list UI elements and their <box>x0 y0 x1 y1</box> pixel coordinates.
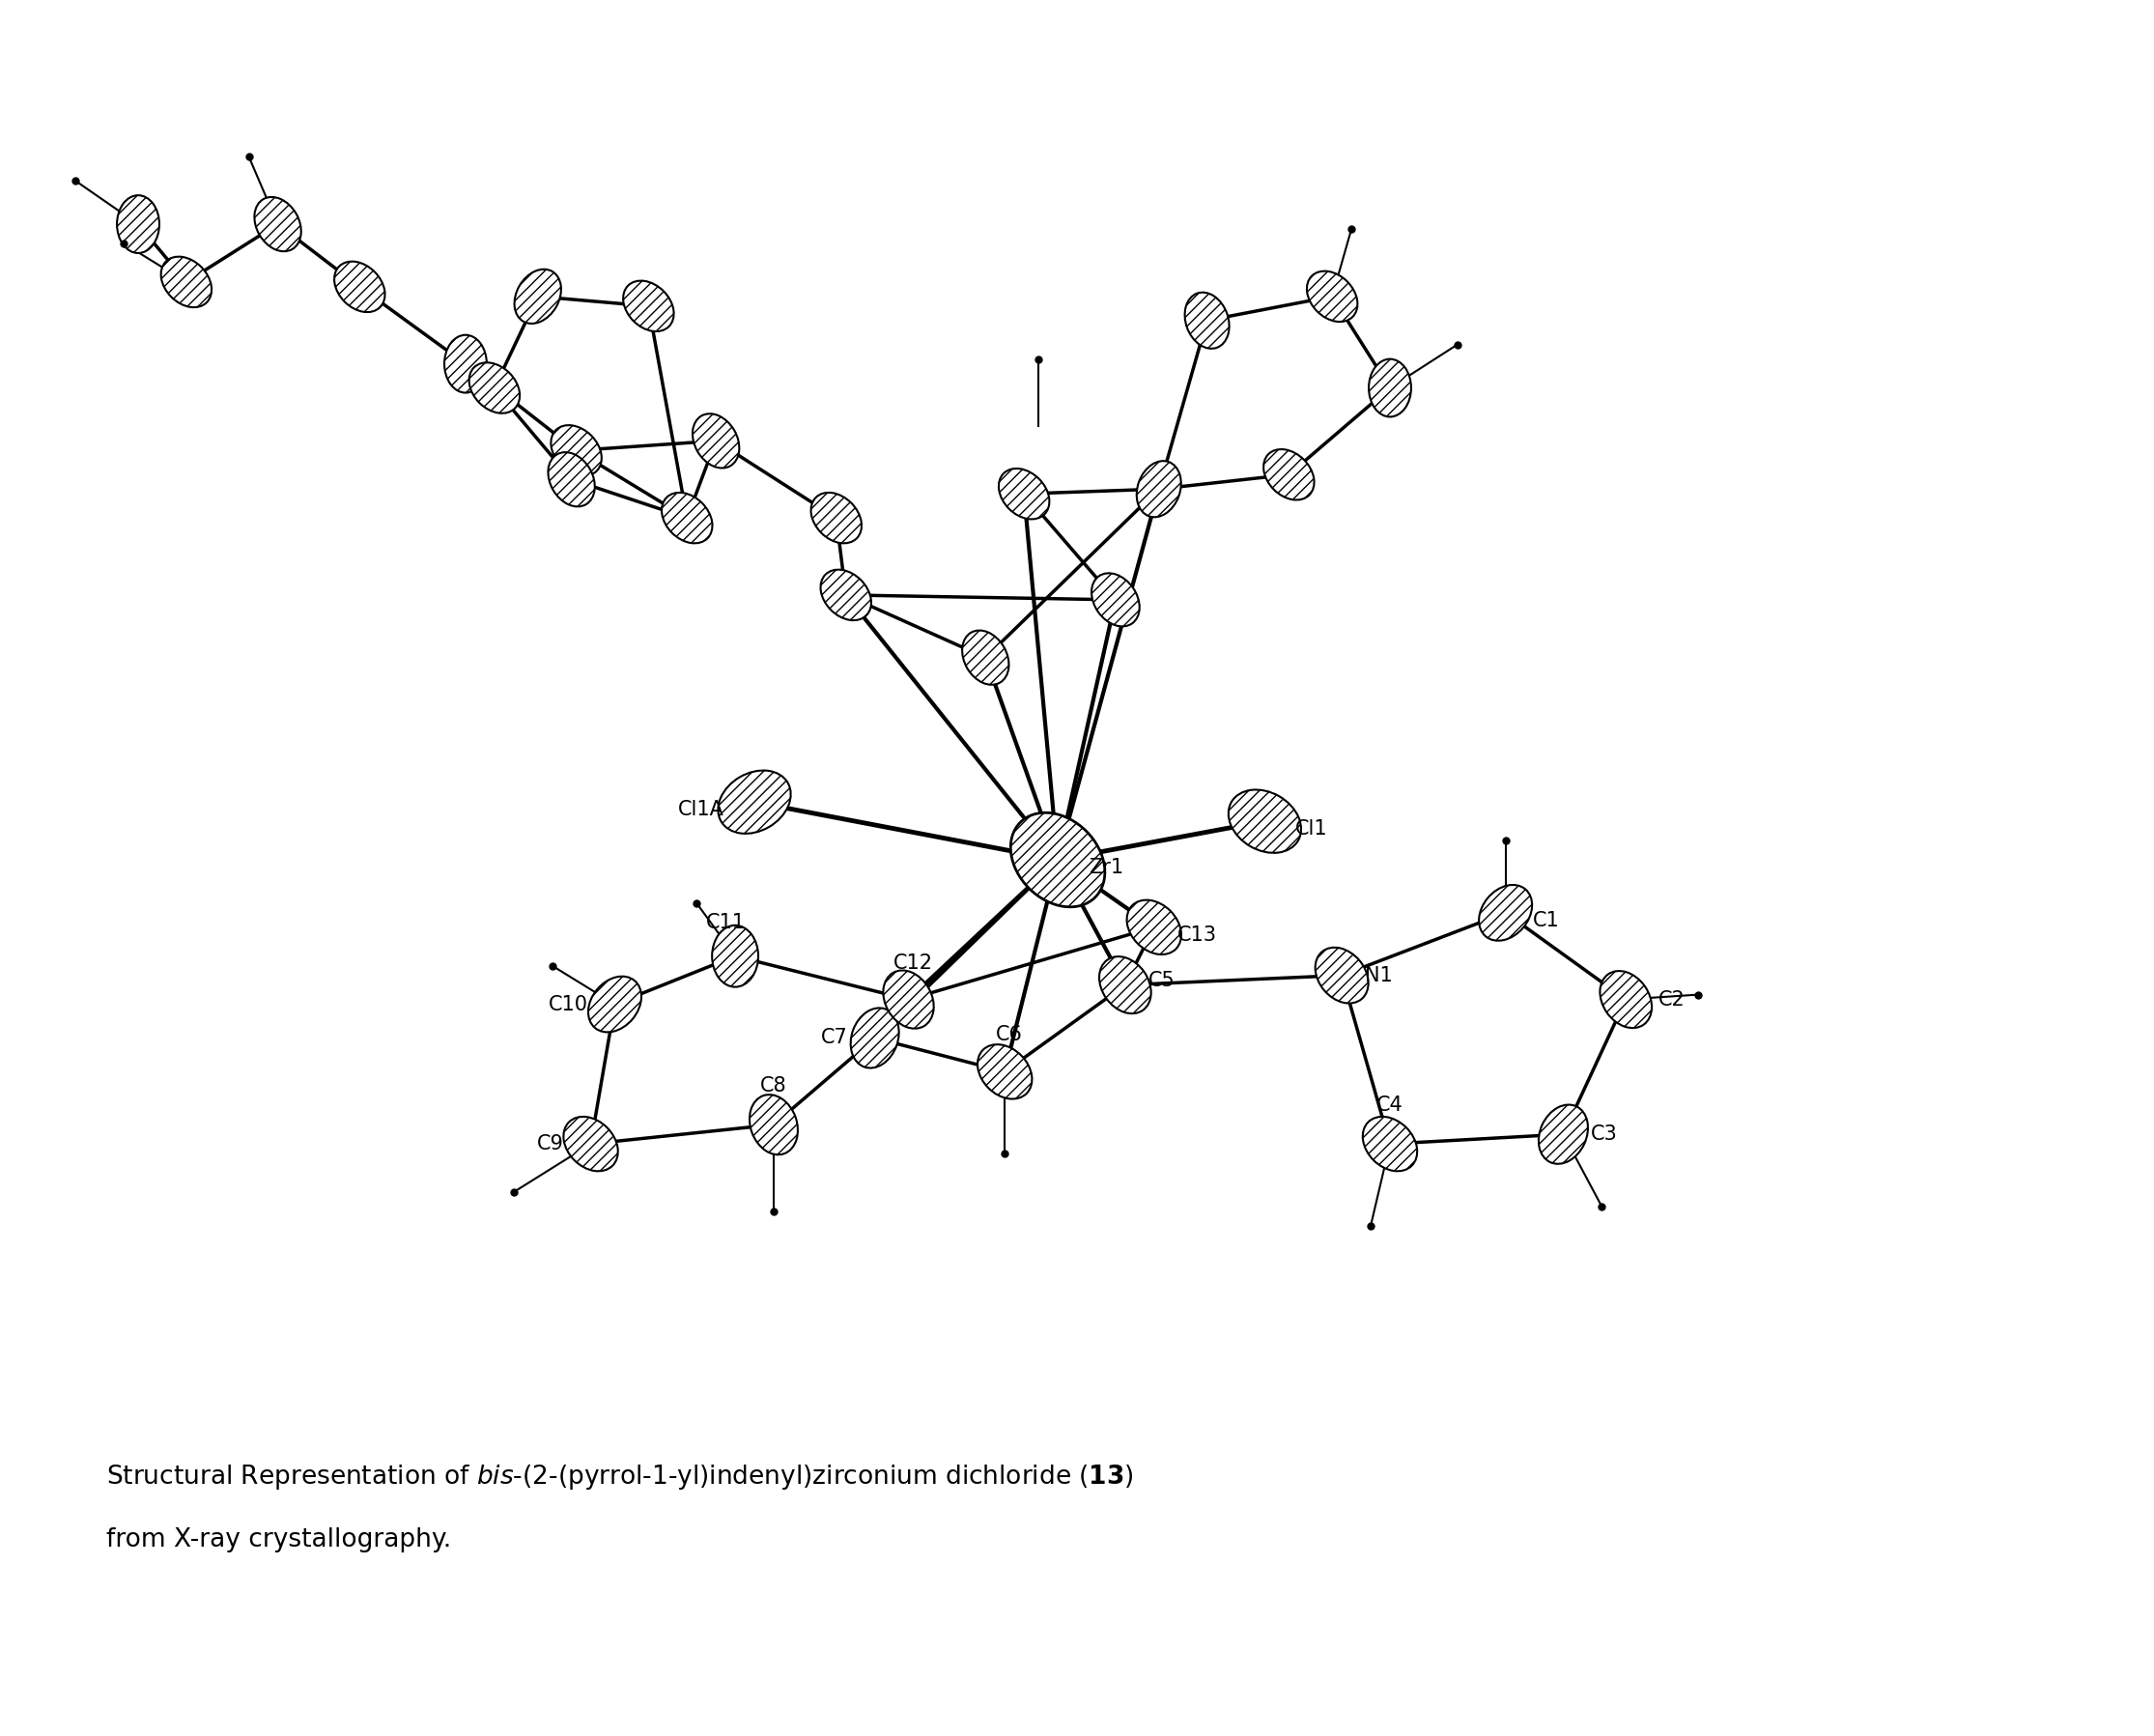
Text: N1: N1 <box>1363 965 1391 984</box>
Ellipse shape <box>588 976 642 1033</box>
Text: Cl1: Cl1 <box>1295 819 1327 838</box>
Ellipse shape <box>1127 899 1180 955</box>
Text: C4: C4 <box>1376 1095 1404 1115</box>
Ellipse shape <box>444 335 487 392</box>
Text: Structural Representation of $\it{bis}$-(2-(pyrrol-1-yl)indenyl)zirconium dichlo: Structural Representation of $\it{bis}$-… <box>106 1463 1133 1491</box>
Ellipse shape <box>1010 812 1105 906</box>
Ellipse shape <box>564 1116 618 1172</box>
Ellipse shape <box>963 630 1008 684</box>
Ellipse shape <box>162 257 211 307</box>
Ellipse shape <box>1538 1104 1587 1163</box>
Text: C11: C11 <box>707 913 745 932</box>
Ellipse shape <box>116 194 159 253</box>
Ellipse shape <box>717 771 791 833</box>
Ellipse shape <box>1264 450 1314 500</box>
Ellipse shape <box>515 269 560 323</box>
Text: Zr1: Zr1 <box>1088 858 1124 877</box>
Ellipse shape <box>1480 885 1531 941</box>
Ellipse shape <box>623 281 674 332</box>
Ellipse shape <box>661 493 713 543</box>
Text: C9: C9 <box>536 1134 564 1154</box>
Text: from X-ray crystallography.: from X-ray crystallography. <box>106 1528 452 1552</box>
Text: C5: C5 <box>1148 970 1176 990</box>
Ellipse shape <box>1363 1116 1417 1172</box>
Ellipse shape <box>978 1045 1032 1099</box>
Ellipse shape <box>1368 359 1411 417</box>
Ellipse shape <box>254 196 302 252</box>
Ellipse shape <box>547 453 595 507</box>
Ellipse shape <box>713 925 758 988</box>
Ellipse shape <box>1228 790 1301 852</box>
Ellipse shape <box>883 970 933 1028</box>
Ellipse shape <box>470 363 519 413</box>
Text: C6: C6 <box>995 1026 1023 1045</box>
Text: C10: C10 <box>549 995 588 1014</box>
Text: C7: C7 <box>821 1028 849 1047</box>
Ellipse shape <box>694 413 739 469</box>
Ellipse shape <box>810 493 862 543</box>
Ellipse shape <box>334 262 386 312</box>
Ellipse shape <box>1185 292 1230 349</box>
Ellipse shape <box>1600 970 1652 1028</box>
Text: C12: C12 <box>894 953 933 972</box>
Ellipse shape <box>551 425 601 476</box>
Ellipse shape <box>1316 948 1368 1003</box>
Text: C3: C3 <box>1590 1125 1618 1144</box>
Text: C2: C2 <box>1659 990 1684 1009</box>
Ellipse shape <box>750 1095 797 1154</box>
Ellipse shape <box>851 1009 898 1068</box>
Ellipse shape <box>1307 271 1357 321</box>
Ellipse shape <box>1092 573 1139 627</box>
Ellipse shape <box>1137 462 1180 517</box>
Text: C1: C1 <box>1531 911 1559 930</box>
Text: C8: C8 <box>760 1076 786 1095</box>
Text: Cl1A: Cl1A <box>679 800 724 819</box>
Ellipse shape <box>999 469 1049 519</box>
Text: C13: C13 <box>1178 925 1217 944</box>
Ellipse shape <box>1099 957 1150 1014</box>
Ellipse shape <box>821 569 870 620</box>
